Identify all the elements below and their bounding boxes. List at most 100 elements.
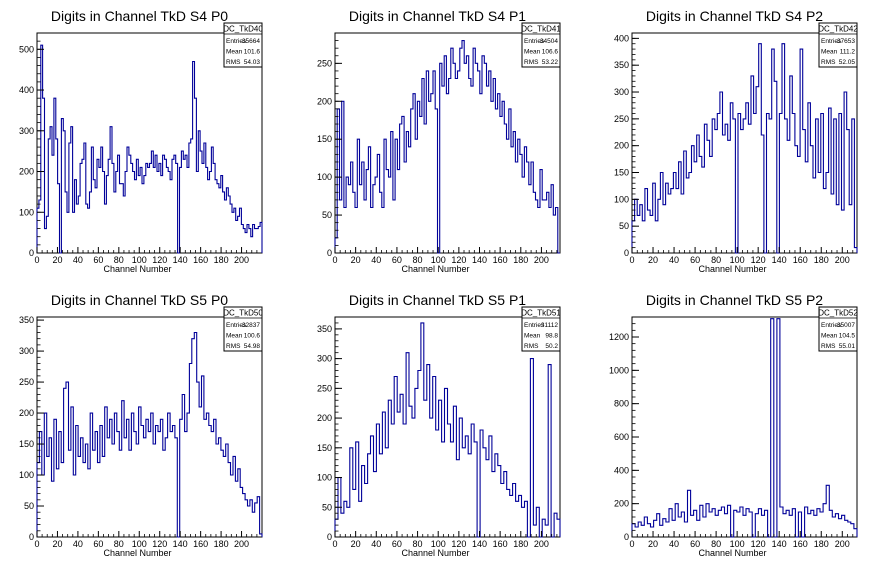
x-tick-label: 120: [152, 255, 167, 265]
y-tick-label: 100: [19, 470, 34, 480]
y-tick-label: 50: [24, 501, 34, 511]
plot-title: Digits in Channel TkD S5 P1: [349, 292, 526, 308]
x-tick-label: 100: [431, 255, 446, 265]
y-tick-label: 600: [614, 432, 629, 442]
y-tick-label: 250: [614, 114, 629, 124]
y-tick-label: 350: [317, 324, 332, 334]
x-tick-label: 0: [629, 255, 634, 265]
stats-label: Entries: [524, 38, 545, 45]
stats-value: 111.2: [840, 49, 856, 56]
x-tick-label: 200: [234, 255, 249, 265]
histogram-line: [36, 331, 263, 538]
x-tick-label: 180: [814, 539, 829, 549]
stats-label: Entries: [524, 322, 545, 329]
y-tick-label: 200: [19, 167, 34, 177]
x-tick-label: 20: [648, 539, 658, 549]
y-tick-label: 250: [317, 58, 332, 68]
stats-label: Mean: [226, 49, 243, 56]
x-tick-label: 180: [513, 255, 528, 265]
x-tick-label: 0: [34, 539, 39, 549]
histogram-line: [36, 44, 263, 254]
stats-value: 100.6: [244, 333, 261, 340]
y-tick-label: 200: [317, 96, 332, 106]
x-tick-label: 60: [93, 255, 103, 265]
y-tick-label: 0: [29, 532, 34, 542]
stats-label: RMS: [821, 59, 836, 66]
x-tick-label: 200: [835, 255, 850, 265]
x-tick-label: 140: [173, 255, 188, 265]
stats-label: RMS: [524, 59, 539, 66]
stats-title: DC_TkD51: [521, 309, 561, 318]
x-tick-label: 20: [351, 539, 361, 549]
plot-title: Digits in Channel TkD S5 P0: [51, 292, 228, 308]
y-tick-label: 500: [19, 44, 34, 54]
y-tick-label: 300: [19, 346, 34, 356]
x-tick-label: 200: [534, 255, 549, 265]
x-tick-label: 200: [534, 539, 549, 549]
histogram-line: [631, 318, 858, 538]
x-tick-label: 80: [413, 539, 423, 549]
stats-label: Mean: [821, 49, 838, 56]
x-tick-label: 80: [114, 539, 124, 549]
y-tick-label: 250: [317, 383, 332, 393]
y-tick-label: 250: [19, 377, 34, 387]
x-tick-label: 0: [332, 539, 337, 549]
x-tick-label: 100: [730, 539, 745, 549]
x-tick-label: 100: [431, 539, 446, 549]
x-tick-label: 20: [52, 539, 62, 549]
x-tick-label: 140: [472, 255, 487, 265]
plot-title: Digits in Channel TkD S5 P2: [646, 292, 823, 308]
y-tick-label: 400: [19, 85, 34, 95]
x-tick-label: 120: [751, 255, 766, 265]
stats-value: 31112: [541, 322, 558, 329]
y-tick-label: 200: [19, 408, 34, 418]
y-tick-label: 100: [614, 194, 629, 204]
stats-title: DC_TkD41: [521, 25, 561, 34]
stats-value: 50.2: [545, 343, 558, 350]
y-tick-label: 400: [614, 33, 629, 43]
y-tick-label: 0: [624, 532, 629, 542]
y-tick-label: 50: [619, 221, 629, 231]
x-tick-label: 0: [34, 255, 39, 265]
y-tick-label: 100: [19, 207, 34, 217]
y-tick-label: 300: [614, 87, 629, 97]
stats-value: 101.6: [244, 49, 261, 56]
stats-title: DC_TkD52: [818, 309, 858, 318]
y-tick-label: 50: [322, 210, 332, 220]
stats-box: [818, 22, 858, 68]
histogram-panel: Digits in Channel TkD S5 P2 0 20 40 60 80 100 1…: [609, 292, 858, 558]
stats-value: 106.6: [542, 49, 559, 56]
x-axis-label: Channel Number: [103, 264, 171, 274]
histogram-panel: Digits in Channel TkD S4 P2 0 20 40 60 80 100 1…: [614, 8, 858, 274]
stats-label: RMS: [226, 343, 241, 350]
stats-value: 35007: [837, 322, 855, 329]
histogram-panel: Digits in Channel TkD S5 P1 0 20 40 60 80 100 1…: [317, 292, 561, 558]
x-tick-label: 180: [214, 539, 229, 549]
plot-title: Digits in Channel TkD S4 P0: [51, 8, 228, 24]
y-tick-label: 50: [322, 502, 332, 512]
y-tick-label: 150: [317, 134, 332, 144]
stats-label: RMS: [226, 59, 241, 66]
plot-frame: [631, 316, 858, 538]
x-axis-label: Channel Number: [103, 548, 171, 558]
x-tick-label: 100: [132, 539, 147, 549]
stats-box: [223, 22, 263, 68]
histogram-panel: Digits in Channel TkD S4 P0 0 20 40 60 80 100 1…: [19, 8, 263, 274]
x-tick-label: 60: [392, 255, 402, 265]
x-tick-label: 80: [711, 255, 721, 265]
stats-label: Entries: [821, 38, 842, 45]
histogram-line: [631, 43, 858, 254]
x-tick-label: 160: [493, 539, 508, 549]
x-tick-label: 160: [193, 539, 208, 549]
y-tick-label: 150: [317, 443, 332, 453]
x-tick-label: 160: [493, 255, 508, 265]
y-tick-label: 150: [19, 439, 34, 449]
y-tick-label: 100: [317, 473, 332, 483]
x-tick-label: 100: [730, 255, 745, 265]
x-tick-label: 20: [52, 255, 62, 265]
x-tick-label: 80: [114, 255, 124, 265]
y-tick-label: 350: [19, 315, 34, 325]
x-tick-label: 200: [835, 539, 850, 549]
x-tick-label: 180: [513, 539, 528, 549]
